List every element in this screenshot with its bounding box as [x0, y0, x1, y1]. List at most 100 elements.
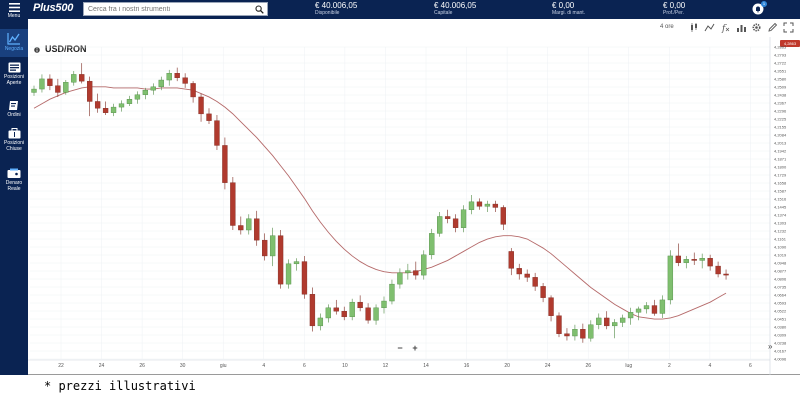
sidebar-item-real-money[interactable]: Denaro Reale — [0, 168, 28, 198]
candle-body — [381, 300, 387, 309]
candle-body — [468, 201, 475, 210]
candle-up — [612, 319, 618, 339]
candle-body — [182, 77, 188, 84]
candle-body — [325, 307, 331, 319]
candle-up — [31, 85, 37, 96]
price-chart[interactable]: 4,2863 4,2793 4,2722 4,2651 4,2580 4,2509 4,24… — [28, 37, 800, 375]
candle-body — [699, 257, 705, 261]
candle-body — [675, 255, 681, 263]
draw-icon[interactable] — [704, 22, 715, 33]
candle-body — [564, 333, 570, 337]
moving-average-line — [33, 86, 727, 320]
search-box[interactable] — [83, 2, 268, 16]
candle-body — [142, 89, 149, 95]
svg-text:f: f — [721, 24, 727, 33]
moving-average-layer — [33, 86, 727, 320]
candle-up — [643, 302, 650, 314]
candle-down — [715, 261, 721, 278]
candle-body — [110, 106, 117, 113]
candles-icon[interactable] — [689, 22, 700, 33]
y-tick-label: 4,2367 — [774, 101, 787, 106]
candle-body — [580, 329, 586, 339]
scroll-right-button[interactable]: » — [768, 342, 773, 351]
orders-icon — [9, 101, 18, 110]
y-tick-label: 4,0309 — [774, 333, 787, 338]
sidebar-item-closed-positions[interactable]: Posizioni Chiuse — [0, 128, 28, 158]
candle-body — [405, 270, 411, 274]
zoom-in-button[interactable]: + — [412, 343, 418, 353]
info-icon[interactable] — [34, 47, 40, 53]
x-tick-label: 20 — [504, 363, 510, 369]
candle-down — [277, 230, 284, 289]
candle-body — [389, 283, 395, 302]
candle-down — [675, 243, 681, 267]
candle-body — [317, 317, 324, 327]
instrument-title: USD/RON — [45, 44, 87, 54]
candle-up — [126, 95, 133, 106]
indicators-icon[interactable] — [736, 22, 747, 33]
stat-profit-loss: € 0,00 Prof./Per. — [663, 1, 686, 16]
zoom-out-button[interactable]: − — [397, 343, 403, 353]
y-tick-label: 4,1303 — [774, 221, 787, 226]
sidebar-item-label: Posizioni Aperte — [3, 74, 24, 86]
sidebar-item-negozia[interactable]: Negozia — [0, 29, 28, 57]
interval-selector[interactable]: 4 ore — [660, 24, 674, 30]
candle-body — [444, 216, 451, 219]
candle-body — [524, 273, 530, 278]
x-tick-label: lug — [625, 363, 632, 369]
candle-body — [47, 78, 53, 86]
candle-body — [429, 233, 435, 256]
y-tick-label: 4,1374 — [774, 213, 787, 218]
sidebar-item-menu[interactable]: Menu — [0, 3, 28, 25]
y-tick-label: 4,0238 — [774, 341, 787, 346]
pencil-icon[interactable] — [767, 22, 778, 33]
y-tick-label: 4,0735 — [774, 285, 787, 290]
open-positions-icon — [8, 62, 20, 73]
candle-up — [269, 227, 276, 267]
candle-body — [619, 317, 626, 323]
settings-icon[interactable] — [751, 22, 762, 33]
candle-up — [635, 306, 642, 321]
search-input[interactable] — [88, 3, 250, 15]
candle-up — [110, 103, 117, 117]
candle-up — [373, 304, 379, 325]
fullscreen-icon[interactable] — [783, 22, 794, 33]
candle-up — [619, 314, 626, 327]
y-tick-label: 4,0664 — [774, 293, 787, 298]
sidebar-item-open-positions[interactable]: Posizioni Aperte — [0, 62, 28, 92]
candle-body — [643, 305, 650, 310]
candle-body — [134, 94, 141, 100]
candle-body — [421, 254, 427, 276]
search-icon[interactable] — [255, 5, 264, 14]
candle-down — [79, 63, 85, 84]
notification-bell-icon[interactable] — [752, 3, 764, 15]
x-tick-label: 24 — [99, 363, 105, 369]
candle-up — [71, 71, 77, 86]
candle-body — [214, 120, 220, 146]
candle-down — [540, 283, 546, 303]
candle-up — [158, 76, 164, 91]
x-tick-label: 4 — [262, 363, 265, 369]
candle-body — [691, 259, 697, 261]
candle-down — [102, 101, 109, 115]
candle-up — [134, 91, 141, 104]
candle-body — [612, 322, 618, 327]
x-tick-label: 12 — [383, 363, 389, 369]
candle-up — [39, 74, 45, 93]
chart-toolbar: 4 ore f — [28, 19, 800, 37]
candle-body — [79, 74, 85, 82]
candle-down — [254, 210, 260, 246]
candle-down — [94, 93, 101, 113]
sidebar-item-orders[interactable]: Ordini — [0, 100, 28, 122]
x-tick-label: 26 — [139, 363, 145, 369]
candle-up — [389, 279, 395, 305]
candle-body — [604, 317, 610, 327]
candle-down — [333, 299, 339, 315]
x-tick-label: 26 — [585, 363, 591, 369]
candle-body — [206, 113, 212, 121]
x-tick-label: 10 — [342, 363, 348, 369]
candle-down — [262, 233, 268, 261]
function-icon[interactable]: f — [720, 22, 731, 33]
candle-down — [651, 299, 658, 316]
